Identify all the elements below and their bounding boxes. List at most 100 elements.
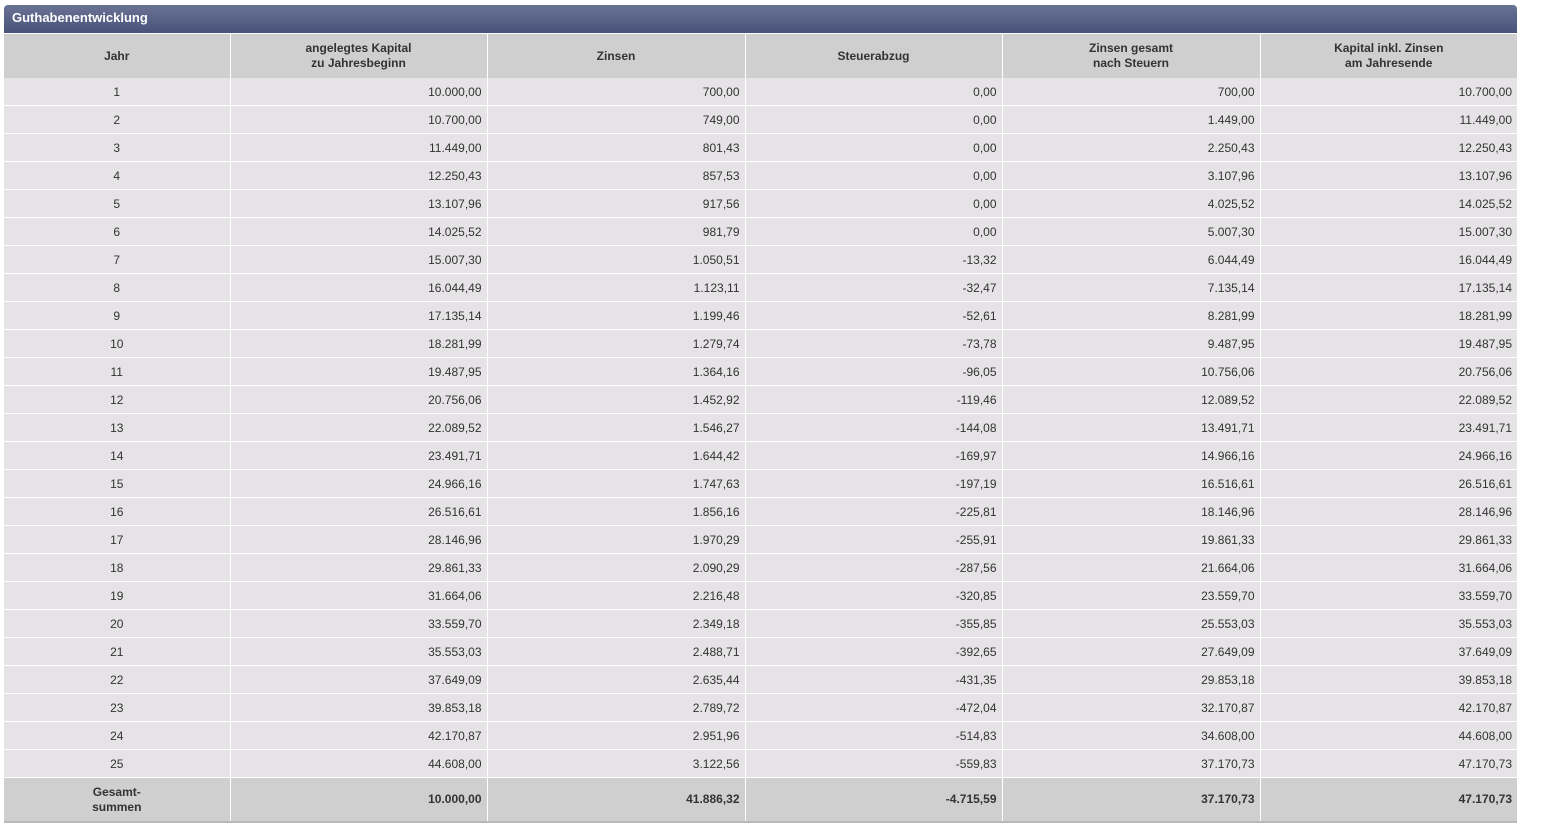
value-cell: 18.281,99 xyxy=(230,329,488,358)
value-cell: 25.553,03 xyxy=(1002,609,1261,638)
table-row: 15 24.966,16 1.747,63 -197,19 16.516,61 26.51… xyxy=(4,469,1517,498)
value-cell: 2.635,44 xyxy=(487,665,746,694)
totals-cell: 37.170,73 xyxy=(1002,777,1261,823)
value-cell: 39.853,18 xyxy=(1260,665,1517,694)
column-header: Zinsen gesamt nach Steuern xyxy=(1002,33,1261,78)
value-cell: 31.664,06 xyxy=(1260,553,1517,582)
value-cell: 31.664,06 xyxy=(230,581,488,610)
value-cell: 21.664,06 xyxy=(1002,553,1261,582)
table-row: 18 29.861,33 2.090,29 -287,56 21.664,06 31.66… xyxy=(4,553,1517,582)
value-cell: 18.281,99 xyxy=(1260,301,1517,330)
value-cell: 19.487,95 xyxy=(230,357,488,386)
table-row: 22 37.649,09 2.635,44 -431,35 29.853,18 39.85… xyxy=(4,665,1517,694)
year-cell: 25 xyxy=(4,749,231,778)
value-cell: 27.649,09 xyxy=(1002,637,1261,666)
value-cell: 42.170,87 xyxy=(230,721,488,750)
value-cell: 16.044,49 xyxy=(1260,245,1517,274)
value-cell: 12.089,52 xyxy=(1002,385,1261,414)
value-cell: 37.649,09 xyxy=(1260,637,1517,666)
value-cell: 0,00 xyxy=(745,105,1003,134)
value-cell: 19.487,95 xyxy=(1260,329,1517,358)
value-cell: 1.452,92 xyxy=(487,385,746,414)
table-row: 24 42.170,87 2.951,96 -514,83 34.608,00 44.60… xyxy=(4,721,1517,750)
year-cell: 16 xyxy=(4,497,231,526)
totals-cell: 47.170,73 xyxy=(1260,777,1517,823)
value-cell: -392,65 xyxy=(745,637,1003,666)
value-cell: 7.135,14 xyxy=(1002,273,1261,302)
value-cell: 2.951,96 xyxy=(487,721,746,750)
value-cell: 1.449,00 xyxy=(1002,105,1261,134)
value-cell: -255,91 xyxy=(745,525,1003,554)
value-cell: -144,08 xyxy=(745,413,1003,442)
totals-cell: -4.715,59 xyxy=(745,777,1003,823)
totals-row: Gesamt- summen 10.000,00 41.886,32 -4.71… xyxy=(4,777,1517,823)
value-cell: 801,43 xyxy=(487,133,746,162)
value-cell: 28.146,96 xyxy=(1260,497,1517,526)
year-cell: 13 xyxy=(4,413,231,442)
value-cell: 32.170,87 xyxy=(1002,693,1261,722)
value-cell: 0,00 xyxy=(745,78,1003,106)
value-cell: 700,00 xyxy=(487,78,746,106)
table-row: 16 26.516,61 1.856,16 -225,81 18.146,96 28.14… xyxy=(4,497,1517,526)
table-row: 6 14.025,52 981,79 0,00 5.007,30 15.007,30 xyxy=(4,217,1517,246)
value-cell: 9.487,95 xyxy=(1002,329,1261,358)
value-cell: 26.516,61 xyxy=(230,497,488,526)
table-row: 4 12.250,43 857,53 0,00 3.107,96 13.107,96 xyxy=(4,161,1517,190)
column-header: Jahr xyxy=(4,33,231,78)
value-cell: 6.044,49 xyxy=(1002,245,1261,274)
value-cell: 1.970,29 xyxy=(487,525,746,554)
value-cell: 23.491,71 xyxy=(1260,413,1517,442)
table-row: 5 13.107,96 917,56 0,00 4.025,52 14.025,52 xyxy=(4,189,1517,218)
value-cell: 29.861,33 xyxy=(230,553,488,582)
value-cell: 11.449,00 xyxy=(1260,105,1517,134)
value-cell: 14.966,16 xyxy=(1002,441,1261,470)
table-header: Jahr angelegtes Kapital zu Jahresbeginn Zin… xyxy=(4,33,1517,78)
table-row: 8 16.044,49 1.123,11 -32,47 7.135,14 17.135,1… xyxy=(4,273,1517,302)
value-cell: 33.559,70 xyxy=(1260,581,1517,610)
year-cell: 4 xyxy=(4,161,231,190)
value-cell: 33.559,70 xyxy=(230,609,488,638)
totals-cell: 10.000,00 xyxy=(230,777,488,823)
column-header: angelegtes Kapital zu Jahresbeginn xyxy=(230,33,488,78)
value-cell: 16.044,49 xyxy=(230,273,488,302)
value-cell: 0,00 xyxy=(745,189,1003,218)
value-cell: 23.491,71 xyxy=(230,441,488,470)
value-cell: -96,05 xyxy=(745,357,1003,386)
value-cell: 1.644,42 xyxy=(487,441,746,470)
year-cell: 20 xyxy=(4,609,231,638)
column-header: Steuerabzug xyxy=(745,33,1003,78)
year-cell: 12 xyxy=(4,385,231,414)
value-cell: 29.853,18 xyxy=(1002,665,1261,694)
totals-label-line2: summen xyxy=(92,799,142,814)
value-cell: 1.123,11 xyxy=(487,273,746,302)
header-row: Jahr angelegtes Kapital zu Jahresbeginn Zin… xyxy=(4,33,1517,78)
value-cell: 981,79 xyxy=(487,217,746,246)
table-row: 12 20.756,06 1.452,92 -119,46 12.089,52 22.08… xyxy=(4,385,1517,414)
table-row: 21 35.553,03 2.488,71 -392,65 27.649,09 37.64… xyxy=(4,637,1517,666)
table-row: 14 23.491,71 1.644,42 -169,97 14.966,16 24.96… xyxy=(4,441,1517,470)
value-cell: 12.250,43 xyxy=(1260,133,1517,162)
guthaben-table: Jahr angelegtes Kapital zu Jahresbeginn Zin… xyxy=(4,33,1517,823)
column-header-line2: nach Steuern xyxy=(1092,56,1170,70)
year-cell: 22 xyxy=(4,665,231,694)
value-cell: -355,85 xyxy=(745,609,1003,638)
value-cell: 35.553,03 xyxy=(230,637,488,666)
value-cell: 1.747,63 xyxy=(487,469,746,498)
value-cell: 0,00 xyxy=(745,161,1003,190)
year-cell: 10 xyxy=(4,329,231,358)
table-footer: Gesamt- summen 10.000,00 41.886,32 -4.71… xyxy=(4,777,1517,823)
value-cell: 24.966,16 xyxy=(1260,441,1517,470)
year-cell: 7 xyxy=(4,245,231,274)
table-row: 23 39.853,18 2.789,72 -472,04 32.170,87 42.17… xyxy=(4,693,1517,722)
value-cell: 16.516,61 xyxy=(1002,469,1261,498)
year-cell: 9 xyxy=(4,301,231,330)
column-header-line1: Zinsen xyxy=(596,48,636,63)
value-cell: 2.349,18 xyxy=(487,609,746,638)
value-cell: -52,61 xyxy=(745,301,1003,330)
value-cell: 10.700,00 xyxy=(230,105,488,134)
table-row: 3 11.449,00 801,43 0,00 2.250,43 12.250,43 xyxy=(4,133,1517,162)
value-cell: 22.089,52 xyxy=(1260,385,1517,414)
value-cell: 34.608,00 xyxy=(1002,721,1261,750)
year-cell: 24 xyxy=(4,721,231,750)
value-cell: 11.449,00 xyxy=(230,133,488,162)
